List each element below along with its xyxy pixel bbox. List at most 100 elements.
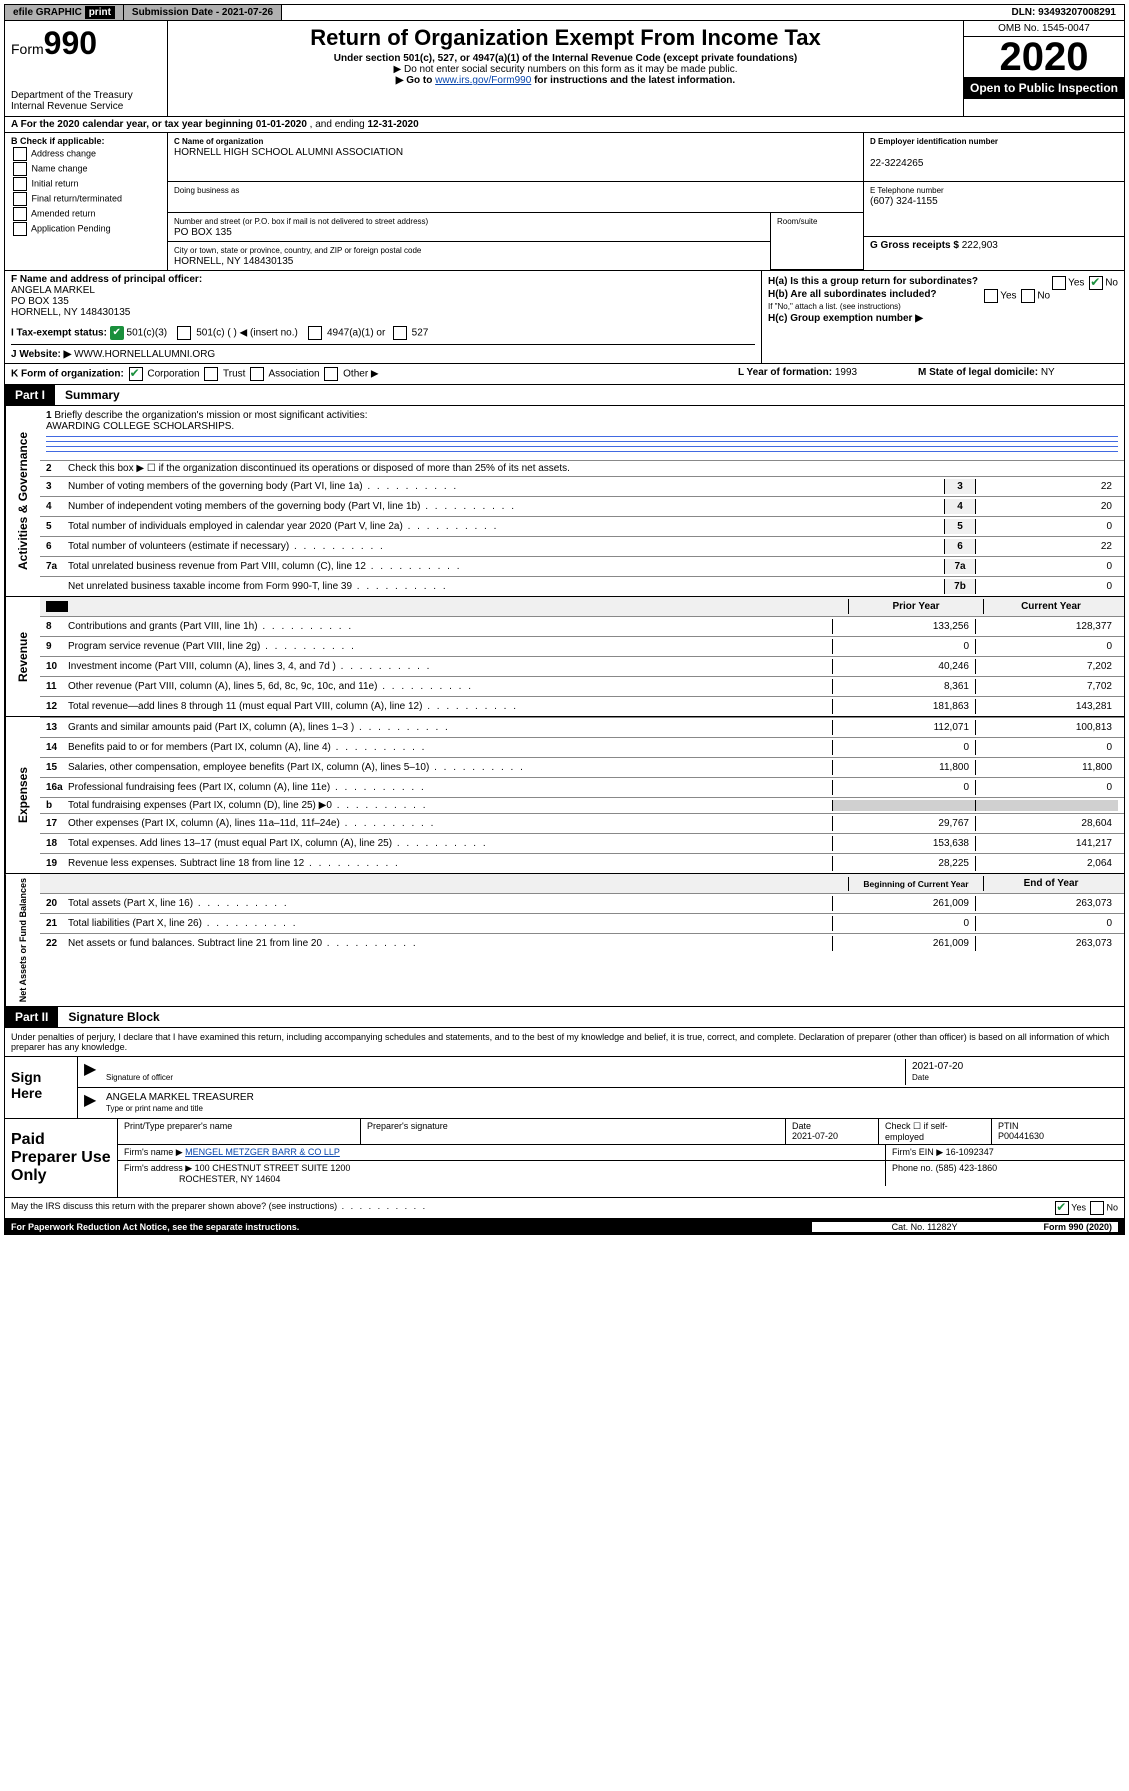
table-row: 6Total number of volunteers (estimate if… [40,536,1124,556]
part-2-header: Part II Signature Block [4,1007,1125,1028]
section-h: H(a) Is this a group return for subordin… [762,271,1124,363]
dept-treasury: Department of the Treasury Internal Reve… [11,90,161,112]
firm-phone: (585) 423-1860 [936,1163,998,1173]
table-row: 7aTotal unrelated business revenue from … [40,556,1124,576]
table-row: 12Total revenue—add lines 8 through 11 (… [40,696,1124,716]
irs-link[interactable]: www.irs.gov/Form990 [435,75,531,86]
table-row: 17Other expenses (Part IX, column (A), l… [40,813,1124,833]
section-e: E Telephone number (607) 324-1155 [864,182,1124,237]
submission-date: Submission Date - 2021-07-26 [124,5,282,20]
form-number: 990 [44,25,97,61]
table-row: 21Total liabilities (Part X, line 26)00 [40,913,1124,933]
city-label: City or town, state or province, country… [174,246,421,255]
sign-name: ANGELA MARKEL TREASURER [106,1092,254,1103]
line1-label: Briefly describe the organization's miss… [54,410,367,421]
current-year-header: Current Year [983,599,1118,614]
form-note2: ▶ Go to www.irs.gov/Form990 for instruct… [174,75,957,86]
vlabel-expenses: Expenses [5,717,40,873]
check-final[interactable]: Final return/terminated [11,192,161,206]
firm-city: ROCHESTER, NY 14604 [179,1174,280,1184]
section-j: J Website: ▶ WWW.HORNELLALUMNI.ORG [11,344,755,360]
section-d: D Employer identification number 22-3224… [864,133,1124,182]
form-note1: ▶ Do not enter social security numbers o… [174,64,957,75]
vlabel-revenue: Revenue [5,597,40,716]
h-a: H(a) Is this a group return for subordin… [768,276,1118,287]
check-icon: ✔ [110,326,124,340]
prior-year-header: Prior Year [848,599,983,614]
dln-value: DLN: 93493207008291 [1003,5,1124,20]
check-address[interactable]: Address change [11,147,161,161]
check-amended[interactable]: Amended return [11,207,161,221]
check-pending[interactable]: Application Pending [11,222,161,236]
cat-number: Cat. No. 11282Y [812,1222,1038,1232]
print-button[interactable]: print [85,6,115,19]
sign-date: 2021-07-20 [912,1061,963,1072]
declaration-text: Under penalties of perjury, I declare th… [4,1028,1125,1057]
check-name[interactable]: Name change [11,162,161,176]
table-row: 9Program service revenue (Part VIII, lin… [40,636,1124,656]
section-a: A For the 2020 calendar year, or tax yea… [4,117,1125,133]
ein-value: 22-3224265 [870,158,923,169]
table-row: 16aProfessional fundraising fees (Part I… [40,777,1124,797]
table-row: 14Benefits paid to or for members (Part … [40,737,1124,757]
paid-preparer-label: Paid Preparer Use Only [5,1119,118,1197]
eoy-header: End of Year [983,876,1118,891]
table-row: 13Grants and similar amounts paid (Part … [40,717,1124,737]
tax-year: 2020 [964,37,1124,77]
form-footer: Form 990 (2020) [1037,1222,1118,1232]
firm-name-link[interactable]: MENGEL METZGER BARR & CO LLP [185,1147,340,1157]
gross-label: G Gross receipts $ [870,240,959,251]
table-row: 18Total expenses. Add lines 13–17 (must … [40,833,1124,853]
section-g: G Gross receipts $ 222,903 [864,237,1124,254]
gross-value: 222,903 [962,240,998,251]
h-b: H(b) Are all subordinates included? Yes … [768,289,1118,300]
city-value: HORNELL, NY 148430135 [174,256,293,267]
f-label: F Name and address of principal officer: [11,274,202,285]
check-initial[interactable]: Initial return [11,177,161,191]
table-row: 5Total number of individuals employed in… [40,516,1124,536]
section-l: L Year of formation: 1993 [738,367,918,381]
discuss-row: May the IRS discuss this return with the… [4,1198,1125,1219]
officer-name: ANGELA MARKEL [11,285,95,296]
form-title: Return of Organization Exempt From Incom… [174,25,957,51]
website-value: WWW.HORNELLALUMNI.ORG [74,349,215,360]
top-bar: efile GRAPHIC print Submission Date - 20… [4,4,1125,21]
line2: Check this box ▶ ☐ if the organization d… [68,463,1118,474]
form-header: Form990 Department of the Treasury Inter… [4,21,1125,117]
vlabel-governance: Activities & Governance [5,406,40,596]
self-employed-check[interactable]: Check ☐ if self-employed [885,1121,948,1142]
prep-date: 2021-07-20 [792,1131,838,1141]
part-1-header: Part I Summary [4,385,1125,406]
sign-here-label: Sign Here [5,1057,78,1118]
ein-label: D Employer identification number [870,137,998,146]
street-value: PO BOX 135 [174,227,232,238]
officer-city: HORNELL, NY 148430135 [11,307,130,318]
efile-label: efile GRAPHIC [13,7,82,18]
governance-content: 1 Briefly describe the organization's mi… [40,406,1124,596]
room-suite: Room/suite [771,213,863,270]
boy-header: Beginning of Current Year [848,877,983,891]
section-f: F Name and address of principal officer:… [11,274,755,318]
section-i: I Tax-exempt status: ✔ 501(c)(3) 501(c) … [11,326,755,340]
firm-addr: 100 CHESTNUT STREET SUITE 1200 [195,1163,351,1173]
table-row: 4Number of independent voting members of… [40,496,1124,516]
org-name: HORNELL HIGH SCHOOL ALUMNI ASSOCIATION [174,147,403,158]
form-subtitle: Under section 501(c), 527, or 4947(a)(1)… [174,53,957,64]
table-row: Net unrelated business taxable income fr… [40,576,1124,596]
street-label: Number and street (or P.O. box if mail i… [174,217,428,226]
arrow-icon: ▶ [84,1090,100,1116]
h-c: H(c) Group exemption number ▶ [768,313,1118,324]
c-name-label: C Name of organization [174,137,263,146]
phone-label: E Telephone number [870,186,944,195]
vlabel-net: Net Assets or Fund Balances [5,874,40,1006]
table-row: 22Net assets or fund balances. Subtract … [40,933,1124,953]
officer-street: PO BOX 135 [11,296,69,307]
table-row: 19Revenue less expenses. Subtract line 1… [40,853,1124,873]
table-row: 11Other revenue (Part VIII, column (A), … [40,676,1124,696]
efile-badge: efile GRAPHIC print [5,5,124,20]
form-label: Form990 [11,41,97,57]
b-label: B Check if applicable: [11,136,105,146]
mission-text: AWARDING COLLEGE SCHOLARSHIPS. [46,421,234,432]
dba-label: Doing business as [174,186,239,195]
table-row: 3Number of voting members of the governi… [40,476,1124,496]
